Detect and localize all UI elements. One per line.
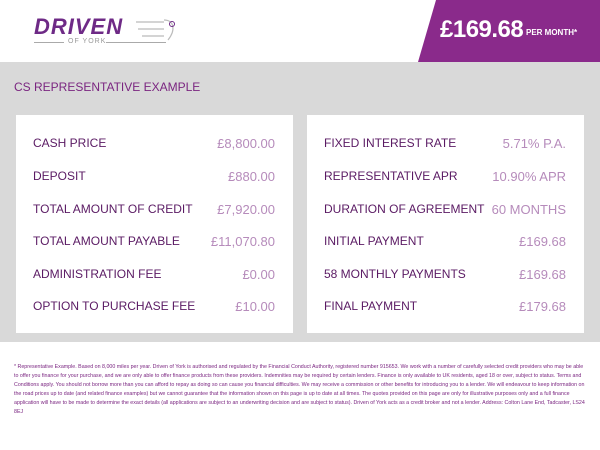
- finance-panel-left: CASH PRICE £8,800.00 DEPOSIT £880.00 TOTAL…: [16, 115, 293, 333]
- row-value: £169.68: [519, 233, 566, 249]
- logo-line: [34, 42, 64, 43]
- finance-row: ADMINISTRATION FEE £0.00: [33, 264, 275, 284]
- row-label: DEPOSIT: [33, 169, 86, 183]
- logo-line: [106, 42, 166, 43]
- row-value: £10.00: [235, 298, 275, 314]
- finance-row: TOTAL AMOUNT PAYABLE £11,070.80: [33, 231, 275, 251]
- row-value: £8,800.00: [217, 135, 275, 151]
- finance-row: DEPOSIT £880.00: [33, 166, 275, 186]
- finance-row: DURATION OF AGREEMENT 60 MONTHS: [324, 199, 566, 219]
- finance-row: CASH PRICE £8,800.00: [33, 133, 275, 153]
- row-label: CASH PRICE: [33, 136, 107, 150]
- row-value: £11,070.80: [210, 233, 275, 249]
- finance-row: TOTAL AMOUNT OF CREDIT £7,920.00: [33, 199, 275, 219]
- header: DRIVEN OF YORK £169.68 PER MONTH*: [0, 0, 600, 62]
- representative-example: CS REPRESENTATIVE EXAMPLE CASH PRICE £8,8…: [0, 62, 600, 342]
- per-month-label: PER MONTH*: [526, 28, 578, 37]
- finance-row: FIXED INTEREST RATE 5.71% P.A.: [324, 133, 566, 153]
- finance-row: REPRESENTATIVE APR 10.90% APR: [324, 166, 566, 186]
- car-icon: [136, 19, 175, 41]
- row-value: £169.68: [519, 266, 566, 282]
- finance-panel-right: FIXED INTEREST RATE 5.71% P.A. REPRESENTA…: [307, 115, 584, 333]
- row-value: 10.90% APR: [492, 168, 566, 184]
- row-label: FIXED INTEREST RATE: [324, 136, 457, 150]
- finance-row: INITIAL PAYMENT £169.68: [324, 231, 566, 251]
- finance-row: FINAL PAYMENT £179.68: [324, 296, 566, 316]
- finance-row: OPTION TO PURCHASE FEE £10.00: [33, 296, 275, 316]
- logo[interactable]: DRIVEN OF YORK: [34, 14, 175, 50]
- row-label: TOTAL AMOUNT PAYABLE: [33, 234, 180, 248]
- row-label: OPTION TO PURCHASE FEE: [33, 299, 196, 313]
- disclaimer-footnote: * Representative Example. Based on 8,000…: [14, 364, 585, 416]
- row-value: £0.00: [242, 266, 275, 282]
- row-label: ADMINISTRATION FEE: [33, 267, 162, 281]
- row-label: 58 MONTHLY PAYMENTS: [324, 267, 466, 281]
- row-value: 60 MONTHS: [491, 201, 566, 217]
- row-value: 5.71% P.A.: [502, 135, 566, 151]
- finance-row: 58 MONTHLY PAYMENTS £169.68: [324, 264, 566, 284]
- monthly-price: £169.68: [440, 16, 524, 43]
- row-label: REPRESENTATIVE APR: [324, 169, 458, 183]
- section-title: CS REPRESENTATIVE EXAMPLE: [14, 80, 201, 94]
- row-label: FINAL PAYMENT: [324, 299, 418, 313]
- row-label: INITIAL PAYMENT: [324, 234, 424, 248]
- price-banner: [418, 0, 600, 62]
- row-label: TOTAL AMOUNT OF CREDIT: [33, 202, 193, 216]
- logo-text: DRIVEN: [34, 14, 124, 39]
- logo-subtext: OF YORK: [68, 38, 107, 45]
- row-label: DURATION OF AGREEMENT: [324, 202, 485, 216]
- row-value: £7,920.00: [217, 201, 275, 217]
- row-value: £880.00: [228, 168, 275, 184]
- row-value: £179.68: [519, 298, 566, 314]
